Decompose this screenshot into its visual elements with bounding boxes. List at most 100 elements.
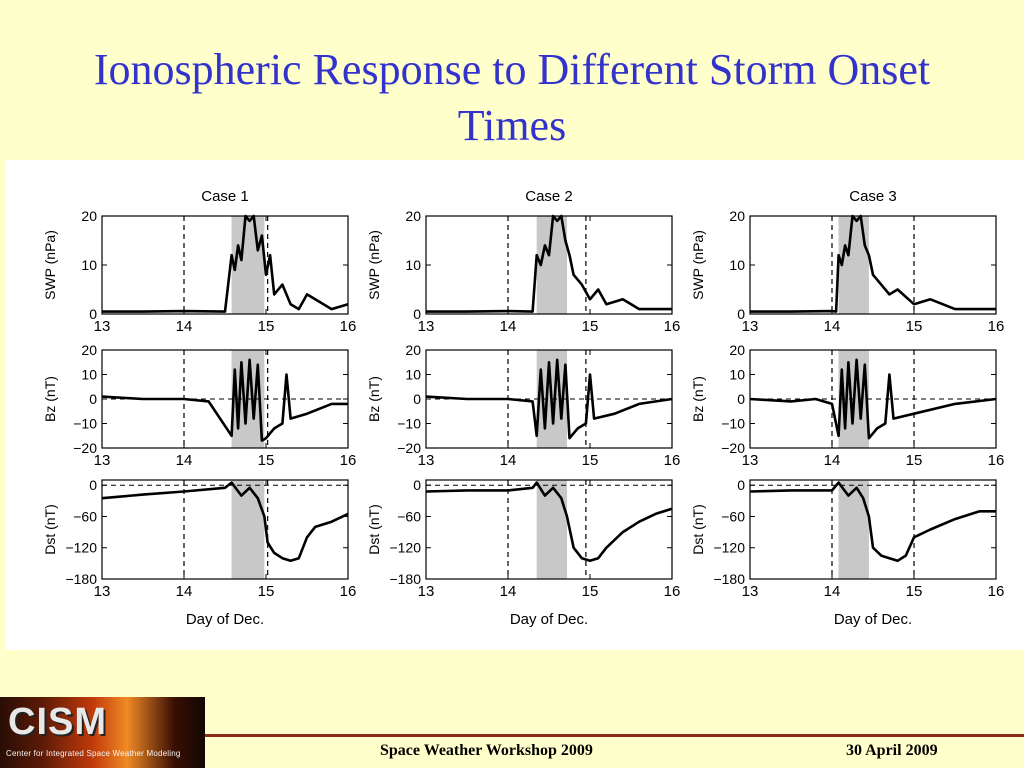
series-line-c2-p3 — [425, 481, 673, 563]
xtick-label-c3-p1-1: 13 — [742, 318, 759, 335]
ytick-label-c2-p1-1: 0 — [413, 306, 421, 322]
ylabel-c1-p3: Dst (nT) — [42, 504, 58, 555]
ytick-label-c1-p3-1: 0 — [89, 477, 97, 493]
slide-title: Ionospheric Response to Different Storm … — [93, 45, 931, 150]
xtick-label-c2-p1-4: 16 — [664, 318, 681, 335]
ytick-label-c2-p3-1: 0 — [413, 477, 421, 493]
shade-band-c1-p3 — [231, 480, 265, 579]
xtick-label-c2-p2-4: 16 — [664, 452, 681, 469]
ylabel-c3-p3: Dst (nT) — [690, 504, 706, 555]
ytick-label-c1-p2-5: 20 — [81, 342, 97, 358]
xtick-label-c3-p3-1: 13 — [742, 583, 759, 600]
xtick-label-c2-p2-3: 15 — [582, 452, 599, 469]
ytick-label-c2-p2-5: 20 — [405, 342, 421, 358]
ylabel-c2-p2: Bz (nT) — [366, 376, 382, 422]
xlabel-case-2: Day of Dec. — [510, 611, 588, 628]
xtick-label-c3-p3-3: 15 — [906, 583, 923, 600]
ytick-label-c1-p2-2: −10 — [73, 416, 97, 432]
xtick-label-c2-p3-1: 13 — [418, 583, 435, 600]
ytick-label-c2-p2-1: −20 — [397, 440, 421, 456]
ytick-label-c3-p3-2: −60 — [721, 508, 745, 524]
xtick-label-c1-p1-1: 13 — [94, 318, 111, 335]
xtick-label-c2-p1-2: 14 — [500, 318, 517, 335]
figure-panel: Case 1 0 10 20 13 14 15 16 SWP (nPa) −20 −10 0 10 20 1… — [6, 160, 1024, 650]
series-line-c3-p2 — [749, 358, 997, 440]
series-line-c1-p3 — [101, 481, 349, 563]
ytick-label-c2-p2-3: 0 — [413, 391, 421, 407]
xlabel-case-3: Day of Dec. — [834, 611, 912, 628]
ytick-label-c2-p2-2: −10 — [397, 416, 421, 432]
plot-frame-c3-p3 — [749, 479, 997, 580]
xtick-label-c1-p2-2: 14 — [176, 452, 193, 469]
logo-subtext: Center for Integrated Space Weather Mode… — [6, 749, 181, 758]
ylabel-c2-p1: SWP (nPa) — [366, 230, 382, 300]
ytick-label-c1-p1-3: 20 — [81, 208, 97, 224]
ytick-label-c3-p2-3: 0 — [737, 391, 745, 407]
ytick-label-c1-p1-1: 0 — [89, 306, 97, 322]
ytick-label-c3-p1-1: 0 — [737, 306, 745, 322]
xtick-label-c2-p2-2: 14 — [500, 452, 517, 469]
ytick-label-c1-p2-3: 0 — [89, 391, 97, 407]
ytick-label-c3-p2-4: 10 — [729, 367, 745, 383]
case-title-3: Case 3 — [849, 188, 897, 205]
xtick-label-c3-p2-2: 14 — [824, 452, 841, 469]
plot-frame-c2-p3 — [425, 479, 673, 580]
xtick-label-c1-p1-4: 16 — [340, 318, 357, 335]
xtick-label-c3-p2-3: 15 — [906, 452, 923, 469]
ytick-label-c3-p1-2: 10 — [729, 257, 745, 273]
xtick-label-c2-p1-3: 15 — [582, 318, 599, 335]
xtick-label-c3-p2-4: 16 — [988, 452, 1005, 469]
plot-frame-c1-p3 — [101, 479, 349, 580]
ytick-label-c2-p3-2: −60 — [397, 508, 421, 524]
case-title-2: Case 2 — [525, 188, 573, 205]
plot-frame-c1-p1 — [101, 215, 349, 315]
xtick-label-c1-p2-4: 16 — [340, 452, 357, 469]
ylabel-c3-p2: Bz (nT) — [690, 376, 706, 422]
plot-frame-c3-p1 — [749, 215, 997, 315]
series-line-c3-p3 — [749, 481, 996, 563]
xtick-label-c2-p3-3: 15 — [582, 583, 599, 600]
xtick-label-c1-p2-1: 13 — [94, 452, 111, 469]
ytick-label-c2-p2-4: 10 — [405, 367, 421, 383]
cism-logo: CISM Center for Integrated Space Weather… — [0, 697, 205, 768]
xtick-label-c1-p3-3: 15 — [258, 583, 275, 600]
chart-figure: Case 1 0 10 20 13 14 15 16 SWP (nPa) −20 −10 0 10 20 1… — [42, 188, 1005, 628]
series-line-c1-p2 — [101, 358, 348, 442]
ytick-label-c1-p2-1: −20 — [73, 440, 97, 456]
series-line-c1-p1 — [102, 214, 349, 313]
ylabel-c3-p1: SWP (nPa) — [690, 230, 706, 300]
xtick-label-c1-p1-3: 15 — [258, 318, 275, 335]
xtick-label-c2-p3-4: 16 — [664, 583, 681, 600]
xtick-label-c3-p1-3: 15 — [906, 318, 923, 335]
series-line-c3-p1 — [750, 214, 996, 313]
xtick-label-c2-p1-1: 13 — [418, 318, 435, 335]
xtick-label-c3-p3-4: 16 — [988, 583, 1005, 600]
ytick-label-c1-p3-3: −120 — [65, 540, 97, 556]
xtick-label-c1-p2-3: 15 — [258, 452, 275, 469]
ytick-label-c2-p1-2: 10 — [405, 257, 421, 273]
xtick-label-c1-p3-4: 16 — [340, 583, 357, 600]
series-line-c2-p1 — [426, 214, 672, 313]
ylabel-c2-p3: Dst (nT) — [366, 504, 382, 555]
series-line-c2-p2 — [425, 358, 673, 440]
xtick-label-c3-p2-1: 13 — [742, 452, 759, 469]
xtick-label-c3-p3-2: 14 — [824, 583, 841, 600]
xlabel-case-1: Day of Dec. — [186, 611, 264, 628]
ytick-label-c1-p2-4: 10 — [81, 367, 97, 383]
ytick-label-c1-p3-4: −180 — [65, 571, 97, 587]
ytick-label-c3-p3-4: −180 — [713, 571, 745, 587]
ytick-label-c3-p3-1: 0 — [737, 477, 745, 493]
xtick-label-c1-p3-2: 14 — [176, 583, 193, 600]
case-title-1: Case 1 — [201, 188, 249, 205]
xtick-label-c2-p3-2: 14 — [500, 583, 517, 600]
logo-text: CISM — [8, 701, 107, 743]
xtick-label-c3-p1-4: 16 — [988, 318, 1005, 335]
ytick-label-c3-p3-3: −120 — [713, 540, 745, 556]
xtick-label-c2-p2-1: 13 — [418, 452, 435, 469]
ytick-label-c1-p1-2: 10 — [81, 257, 97, 273]
xtick-label-c3-p1-2: 14 — [824, 318, 841, 335]
ytick-label-c3-p1-3: 20 — [729, 208, 745, 224]
ylabel-c1-p2: Bz (nT) — [42, 376, 58, 422]
shade-band-c3-p3 — [838, 480, 869, 579]
xtick-label-c1-p3-1: 13 — [94, 583, 111, 600]
